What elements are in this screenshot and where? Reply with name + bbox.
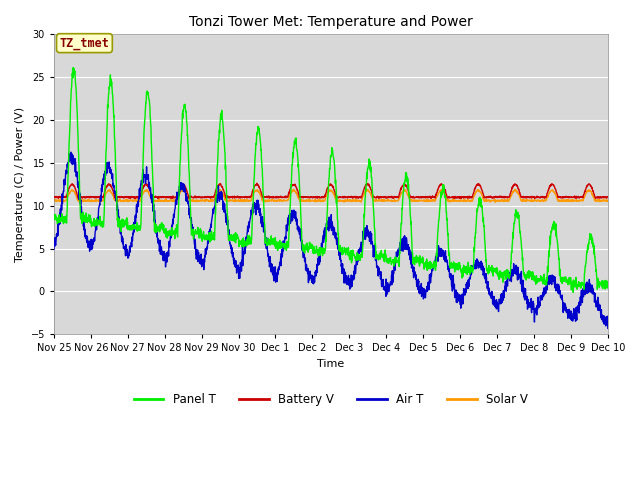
Solar V	[604, 198, 612, 204]
Air T	[50, 246, 58, 252]
Solar V	[205, 198, 212, 204]
Panel T	[69, 65, 77, 71]
Line: Battery V: Battery V	[54, 183, 608, 199]
Panel T	[359, 236, 367, 242]
X-axis label: Time: Time	[317, 359, 344, 369]
Air T	[571, 312, 579, 318]
Battery V	[168, 196, 175, 202]
Text: TZ_tmet: TZ_tmet	[60, 36, 109, 49]
Battery V	[492, 194, 500, 200]
Air T	[347, 277, 355, 283]
Panel T	[50, 215, 58, 220]
Line: Air T: Air T	[54, 152, 608, 328]
Panel T	[347, 251, 355, 257]
Battery V	[50, 194, 58, 200]
Solar V	[511, 186, 518, 192]
Y-axis label: Temperature (C) / Power (V): Temperature (C) / Power (V)	[15, 107, 25, 262]
Panel T	[604, 285, 612, 291]
Battery V	[604, 194, 612, 200]
Panel T	[492, 266, 500, 272]
Line: Solar V: Solar V	[54, 189, 608, 202]
Air T	[359, 228, 367, 234]
Air T	[67, 149, 75, 155]
Panel T	[556, 256, 563, 262]
Title: Tonzi Tower Met: Temperature and Power: Tonzi Tower Met: Temperature and Power	[189, 15, 473, 29]
Air T	[205, 237, 212, 242]
Battery V	[556, 194, 563, 200]
Battery V	[360, 188, 367, 193]
Battery V	[205, 194, 212, 200]
Panel T	[570, 289, 577, 295]
Battery V	[253, 180, 260, 186]
Panel T	[571, 280, 579, 286]
Battery V	[571, 193, 579, 199]
Air T	[604, 325, 612, 331]
Solar V	[492, 199, 499, 205]
Battery V	[348, 194, 355, 200]
Solar V	[359, 194, 367, 200]
Solar V	[571, 198, 579, 204]
Panel T	[205, 231, 212, 237]
Solar V	[347, 198, 355, 204]
Legend: Panel T, Battery V, Air T, Solar V: Panel T, Battery V, Air T, Solar V	[129, 388, 533, 411]
Solar V	[556, 199, 563, 204]
Air T	[492, 302, 500, 308]
Solar V	[50, 197, 58, 203]
Line: Panel T: Panel T	[54, 68, 608, 292]
Solar V	[492, 198, 500, 204]
Air T	[556, 284, 563, 289]
